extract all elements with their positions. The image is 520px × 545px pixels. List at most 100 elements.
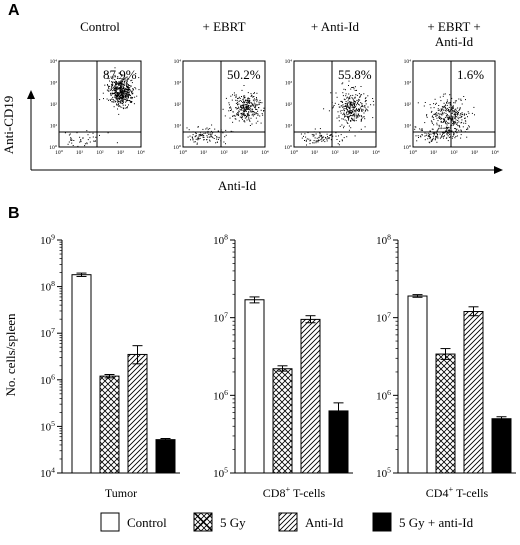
event-dot: [124, 89, 126, 91]
event-dot: [458, 98, 460, 100]
subplot-x-label: Tumor: [105, 486, 137, 500]
event-dot: [444, 118, 445, 120]
event-dot: [131, 101, 133, 102]
event-dot: [117, 95, 119, 97]
event-dot: [110, 76, 112, 78]
event-dot: [341, 124, 343, 126]
event-dot: [187, 136, 189, 138]
event-dot: [214, 128, 216, 130]
event-dot: [71, 139, 73, 141]
event-dot: [435, 137, 437, 139]
event-dot: [203, 139, 205, 140]
event-dot: [457, 116, 459, 118]
event-dot: [80, 139, 82, 141]
event-dot: [253, 93, 255, 94]
event-dot: [420, 136, 422, 138]
event-dot: [258, 101, 260, 103]
event-dot: [121, 84, 123, 86]
event-dot: [232, 111, 234, 113]
event-dot: [351, 119, 353, 121]
event-dot: [70, 139, 72, 141]
event-dot: [206, 135, 208, 137]
event-dot: [352, 106, 354, 108]
event-dot: [454, 118, 456, 120]
event-dot: [447, 118, 449, 120]
event-dot: [245, 111, 247, 112]
event-dot: [346, 110, 348, 112]
event-dot: [77, 145, 79, 147]
y-tick-label: 10³: [50, 81, 58, 87]
event-dot: [198, 134, 200, 136]
event-dot: [445, 107, 446, 109]
event-dot: [344, 119, 346, 121]
event-dot: [438, 127, 440, 129]
event-dot: [210, 131, 212, 133]
event-dot: [363, 106, 365, 108]
event-dot: [309, 143, 311, 145]
event-dot: [440, 109, 442, 111]
event-dot: [357, 114, 359, 116]
event-dot: [359, 96, 361, 98]
event-dot: [121, 96, 123, 98]
event-dot: [241, 116, 243, 118]
bar-2: [99, 375, 120, 474]
y-tick-label: 10⁴: [174, 59, 182, 65]
event-dot: [108, 99, 109, 101]
event-dot: [234, 114, 236, 116]
event-dot: [124, 89, 126, 90]
event-dot: [440, 113, 442, 115]
event-dot: [418, 137, 419, 138]
event-dot: [428, 135, 430, 137]
event-dot: [440, 136, 442, 138]
event-dot: [451, 118, 453, 120]
event-dot: [112, 96, 114, 98]
dot-plot-title: + EBRT: [202, 19, 245, 34]
event-dot: [115, 82, 117, 84]
event-dot: [138, 77, 140, 79]
event-dot: [345, 101, 347, 102]
event-dot: [253, 114, 255, 116]
event-dot: [351, 104, 353, 106]
event-dot: [121, 92, 123, 93]
event-dot: [123, 80, 125, 82]
event-dot: [228, 102, 230, 104]
y-tick-label: 10¹: [174, 124, 182, 130]
event-dot: [461, 103, 463, 105]
event-dot: [117, 108, 118, 110]
event-dot: [245, 106, 247, 108]
event-dot: [446, 114, 448, 116]
event-dot: [209, 139, 211, 141]
y-tick-label: 10⁴: [50, 59, 58, 65]
event-dot: [445, 112, 447, 114]
event-dot: [455, 112, 456, 114]
event-dot: [261, 113, 263, 115]
event-dot: [115, 100, 117, 102]
event-dot: [111, 92, 113, 94]
event-dot: [109, 85, 111, 87]
event-dot: [431, 110, 433, 112]
event-dot: [444, 116, 446, 118]
event-dot: [355, 109, 357, 111]
event-dot: [118, 92, 120, 94]
event-dot: [241, 100, 242, 102]
event-dot: [218, 137, 220, 139]
event-dot: [210, 133, 212, 135]
event-dot: [125, 90, 126, 92]
event-dot: [446, 120, 447, 122]
event-dot: [121, 86, 123, 88]
event-dot: [130, 96, 132, 98]
event-dot: [445, 130, 447, 132]
event-dot: [433, 132, 435, 133]
event-dot: [344, 105, 346, 107]
event-dot: [434, 113, 436, 115]
event-dot: [313, 140, 315, 142]
event-dot: [248, 102, 250, 104]
event-dots: [185, 85, 265, 145]
event-dot: [339, 110, 341, 112]
event-dot: [357, 110, 358, 112]
event-dot: [437, 114, 439, 116]
event-dot: [237, 112, 239, 113]
event-dot: [432, 139, 434, 141]
event-dot: [445, 115, 447, 117]
event-dot: [445, 137, 447, 139]
